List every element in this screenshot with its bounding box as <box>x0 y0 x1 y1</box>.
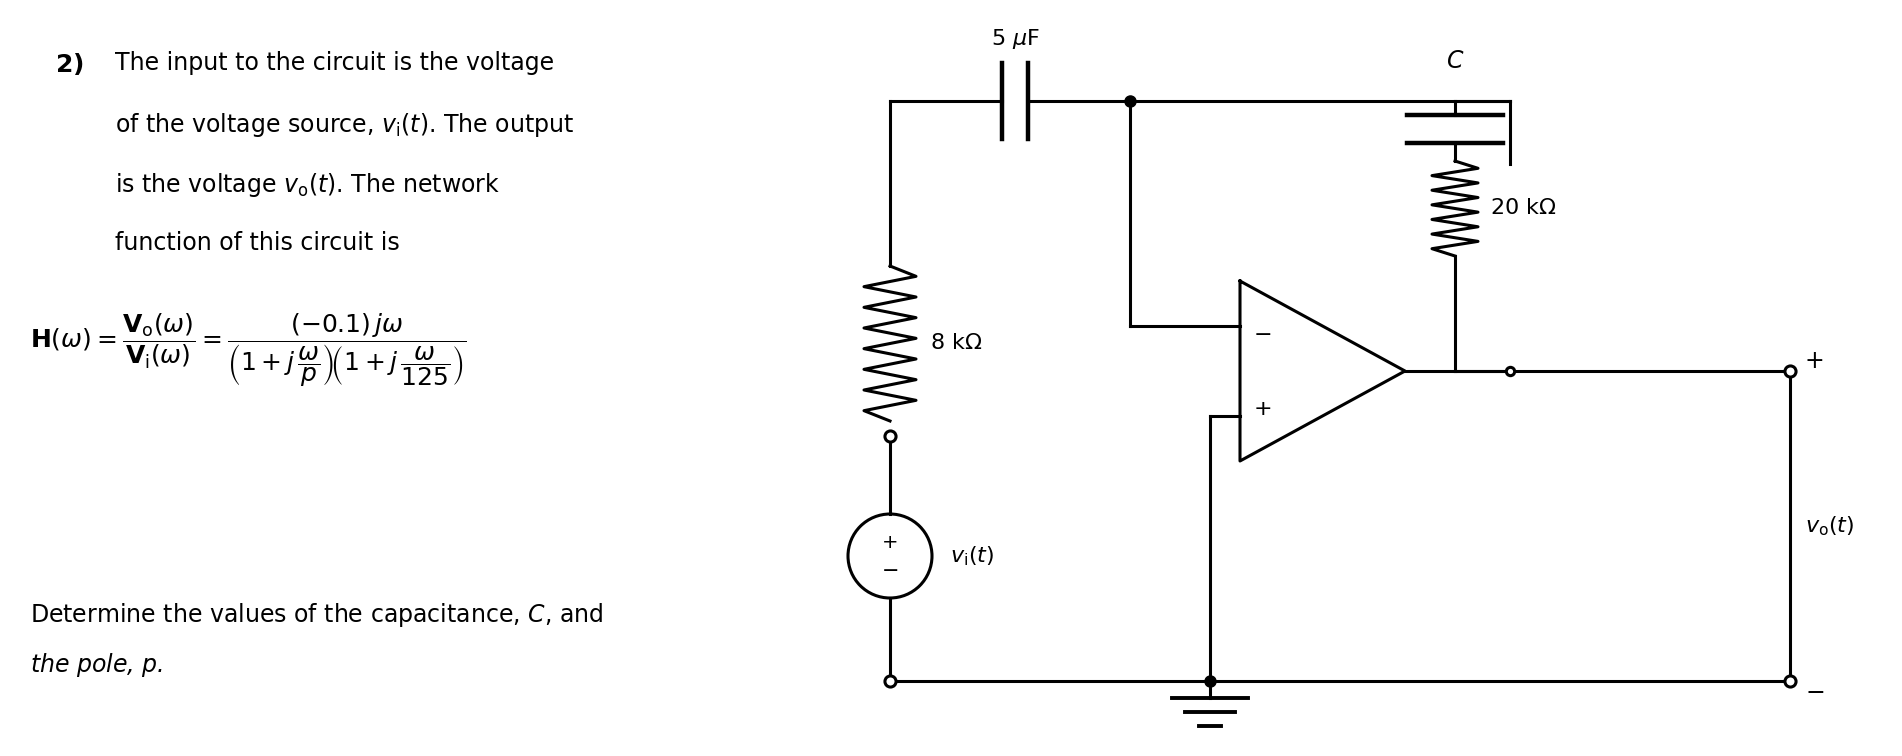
Text: is the voltage $v_{\mathrm{o}}(t)$. The network: is the voltage $v_{\mathrm{o}}(t)$. The … <box>114 171 500 199</box>
Text: $v_{\mathrm{i}}(t)$: $v_{\mathrm{i}}(t)$ <box>949 544 995 568</box>
Text: Determine the values of the capacitance, $C$, and: Determine the values of the capacitance,… <box>30 601 603 629</box>
Text: $v_{\mathrm{o}}(t)$: $v_{\mathrm{o}}(t)$ <box>1805 514 1854 538</box>
Text: 5 $\mu$F: 5 $\mu$F <box>991 27 1038 51</box>
Text: The input to the circuit is the voltage: The input to the circuit is the voltage <box>114 51 553 75</box>
Text: +: + <box>883 534 898 553</box>
Text: of the voltage source, $v_{\mathrm{i}}(t)$. The output: of the voltage source, $v_{\mathrm{i}}(t… <box>114 111 574 139</box>
Text: $-$: $-$ <box>881 559 898 579</box>
Text: $-$: $-$ <box>1253 324 1271 343</box>
Text: 8 k$\Omega$: 8 k$\Omega$ <box>930 333 981 354</box>
Text: $+$: $+$ <box>1253 399 1271 419</box>
Text: $\mathbf{H}(\omega) = \dfrac{\mathbf{V}_{\mathrm{o}}(\omega)}{\mathbf{V}_{\mathr: $\mathbf{H}(\omega) = \dfrac{\mathbf{V}_… <box>30 311 466 389</box>
Text: $\mathbf{2)}$: $\mathbf{2)}$ <box>55 51 84 77</box>
Text: the pole, $p$.: the pole, $p$. <box>30 651 164 679</box>
Text: $C$: $C$ <box>1446 49 1465 73</box>
Text: 20 k$\Omega$: 20 k$\Omega$ <box>1489 199 1556 218</box>
Text: function of this circuit is: function of this circuit is <box>114 231 399 255</box>
Text: $-$: $-$ <box>1805 679 1824 703</box>
Text: +: + <box>1805 349 1824 373</box>
